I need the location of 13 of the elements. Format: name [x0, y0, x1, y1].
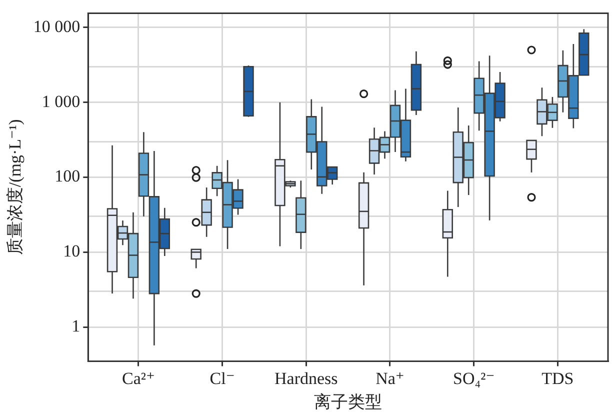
y-axis-title: 质量浓度/(mg·L⁻¹): [6, 119, 25, 256]
x-tick-label: SO₄²⁻: [452, 368, 495, 388]
x-tick-label: TDS: [542, 368, 574, 388]
x-tick-label: Hardness: [274, 368, 338, 388]
x-tick-label: Ca²⁺: [122, 368, 155, 388]
y-tick-label: 10: [63, 242, 80, 261]
y-tick-label: 10 000: [33, 16, 80, 36]
x-tick-label: Na⁺: [376, 368, 404, 388]
x-tick-label: Cl⁻: [210, 368, 235, 388]
y-tick-label: 1: [72, 316, 80, 336]
y-tick-label: 1 000: [42, 92, 80, 111]
x-axis-title: 离子类型: [314, 392, 382, 412]
y-tick-label: 100: [54, 166, 80, 186]
